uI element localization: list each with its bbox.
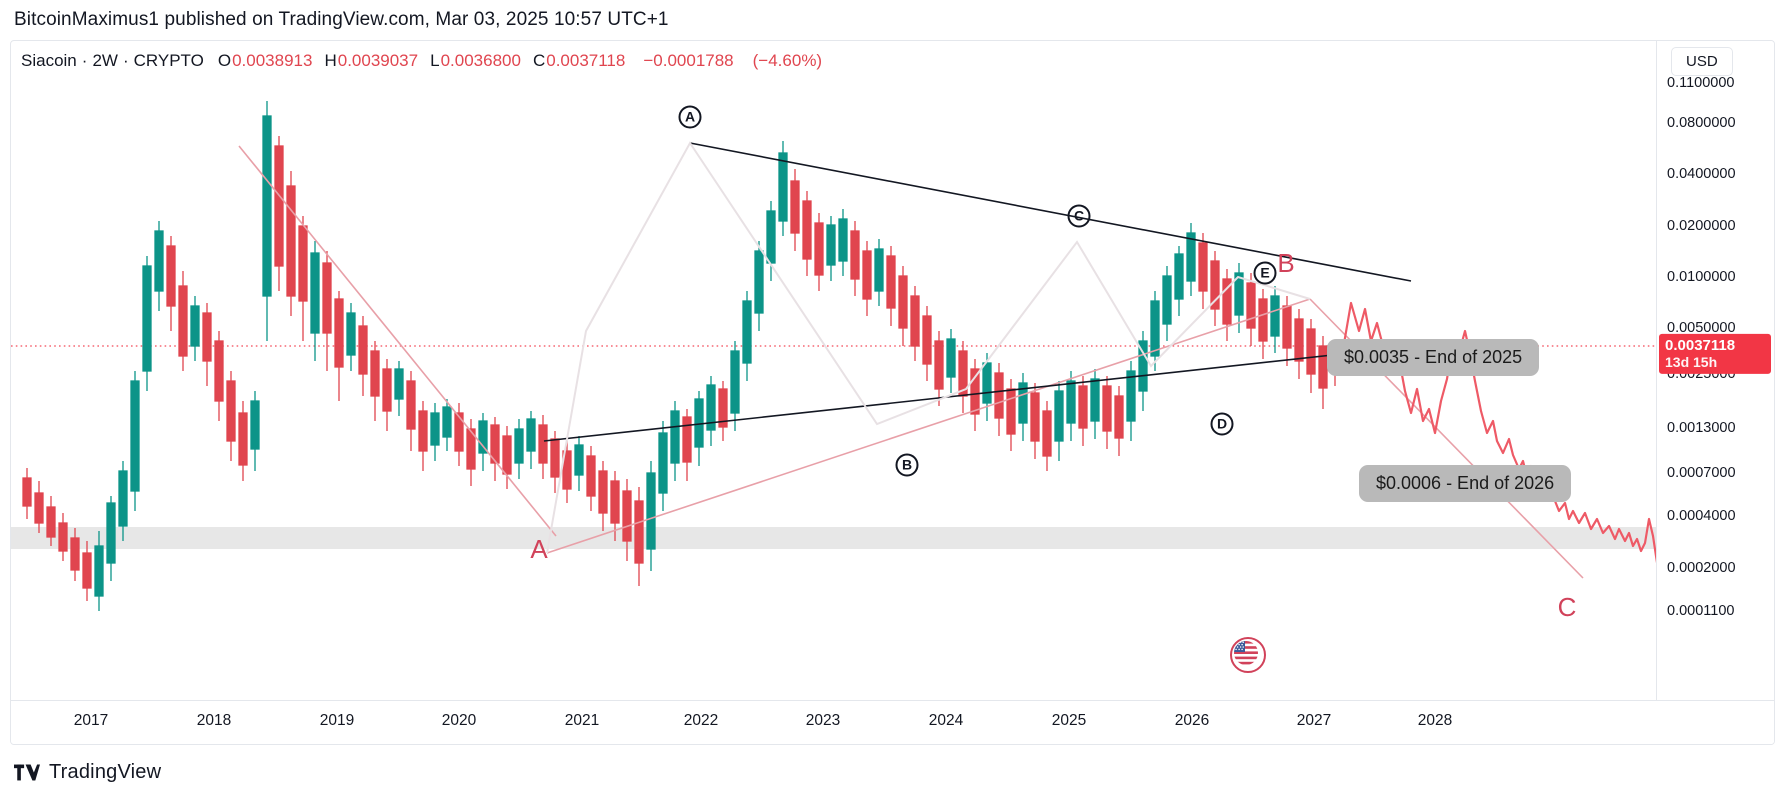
price-tick-2: 0.0400000 <box>1667 166 1736 182</box>
legend-open-label: O <box>217 51 232 70</box>
chart-frame: Siacoin · 2W · CRYPTO O0.0038913 H0.0039… <box>10 40 1775 745</box>
legend-close-label: C <box>532 51 546 70</box>
wave-label-circled-b: B <box>895 453 919 477</box>
price-tick-3: 0.0200000 <box>1667 218 1736 234</box>
price-tick-0: 0.1100000 <box>1667 75 1735 91</box>
wave-label-circled-c: C <box>1067 204 1091 228</box>
time-tick-2020: 2020 <box>441 712 477 729</box>
plot-area[interactable]: A B C D E A B C $0.0035 - End of 2025 $0… <box>11 41 1658 702</box>
legend-change-absolute: −0.0001788 <box>643 51 734 70</box>
legend-close-value: 0.0037118 <box>546 51 626 70</box>
us-flag-icon <box>1234 641 1258 665</box>
wave-label-red-a: A <box>530 534 548 564</box>
legend-ohlc-group: O0.0038913 H0.0039037 L0.0036800 C0.0037… <box>218 51 822 71</box>
time-tick-2023: 2023 <box>805 712 841 729</box>
time-tick-2019: 2019 <box>319 712 355 729</box>
price-plot-svg <box>11 101 1658 611</box>
callout-target-2026[interactable]: $0.0006 - End of 2026 <box>1359 465 1572 502</box>
price-tick-4: 0.0100000 <box>1667 269 1736 285</box>
legend-exchange: CRYPTO <box>133 51 204 70</box>
tradingview-footer[interactable]: TradingView <box>14 761 161 784</box>
price-tick-1: 0.0800000 <box>1667 115 1736 131</box>
current-price-value: 0.0037118 <box>1665 336 1736 354</box>
legend-high-value: 0.0039037 <box>337 51 419 70</box>
price-tick-10: 0.0002000 <box>1667 560 1736 576</box>
legend-separator-2: · <box>122 51 129 70</box>
legend-open: O0.0038913 <box>218 51 313 71</box>
legend-low-label: L <box>430 51 440 70</box>
time-tick-2022: 2022 <box>683 712 719 729</box>
candlestick-series <box>22 101 1339 611</box>
legend-low-value: 0.0036800 <box>440 51 521 70</box>
price-tick-7: 0.0013000 <box>1667 420 1736 436</box>
price-tick-8: 0.0007000 <box>1667 465 1736 481</box>
price-tick-9: 0.0004000 <box>1667 508 1736 524</box>
time-tick-2024: 2024 <box>928 712 964 729</box>
callout-target-2025[interactable]: $0.0035 - End of 2025 <box>1327 339 1540 376</box>
time-tick-2025: 2025 <box>1051 712 1087 729</box>
time-tick-2026: 2026 <box>1174 712 1210 729</box>
legend-low: L0.0036800 <box>430 51 521 71</box>
time-axis[interactable]: 2017 2018 2019 2020 2021 2022 2023 2024 … <box>11 700 1774 744</box>
wave-label-red-b: B <box>1277 248 1295 278</box>
publisher-header: BitcoinMaximus1 published on TradingView… <box>0 0 1785 40</box>
legend-open-value: 0.0038913 <box>232 51 313 70</box>
us-flag-event-marker[interactable] <box>1230 637 1266 673</box>
wave-label-circled-a: A <box>678 105 702 129</box>
tradingview-brand-name: TradingView <box>49 761 162 783</box>
chart-legend: Siacoin · 2W · CRYPTO O0.0038913 H0.0039… <box>21 51 822 71</box>
current-price-tag[interactable]: 0.0037118 13d 15h <box>1659 333 1771 375</box>
tradingview-logo-icon <box>14 764 40 781</box>
wave-label-red-c: C <box>1557 592 1577 622</box>
wave-label-circled-d: D <box>1210 412 1234 436</box>
legend-change-percent: (−4.60%) <box>752 51 823 70</box>
price-tick-5: 0.0050000 <box>1667 320 1736 336</box>
price-axis[interactable]: USD 0.1100000 0.0800000 0.0400000 0.0200… <box>1656 41 1774 744</box>
time-tick-2017: 2017 <box>73 712 109 729</box>
trendline-ascending-from-wave-a <box>546 298 1311 554</box>
currency-badge[interactable]: USD <box>1671 47 1733 76</box>
legend-high: H0.0039037 <box>324 51 418 71</box>
time-tick-2018: 2018 <box>196 712 232 729</box>
price-tick-11: 0.0001100 <box>1667 603 1735 619</box>
support-zone-band <box>11 527 1658 549</box>
legend-separator-1: · <box>81 51 88 70</box>
wave-label-circled-e: E <box>1253 261 1277 285</box>
trendline-2018-descending <box>238 145 557 537</box>
triangle-internal-zigzag <box>546 141 1311 554</box>
time-tick-2027: 2027 <box>1296 712 1332 729</box>
publisher-text: BitcoinMaximus1 published on TradingView… <box>14 9 669 30</box>
time-tick-2021: 2021 <box>564 712 600 729</box>
legend-close: C0.0037118 <box>533 51 625 71</box>
legend-symbol[interactable]: Siacoin <box>21 51 77 70</box>
triangle-upper-boundary <box>689 142 1412 282</box>
legend-interval[interactable]: 2W <box>92 51 118 70</box>
legend-high-label: H <box>324 51 337 70</box>
triangle-lower-boundary <box>543 346 1407 442</box>
bar-countdown: 13d 15h <box>1665 354 1718 371</box>
time-tick-2028: 2028 <box>1417 712 1453 729</box>
